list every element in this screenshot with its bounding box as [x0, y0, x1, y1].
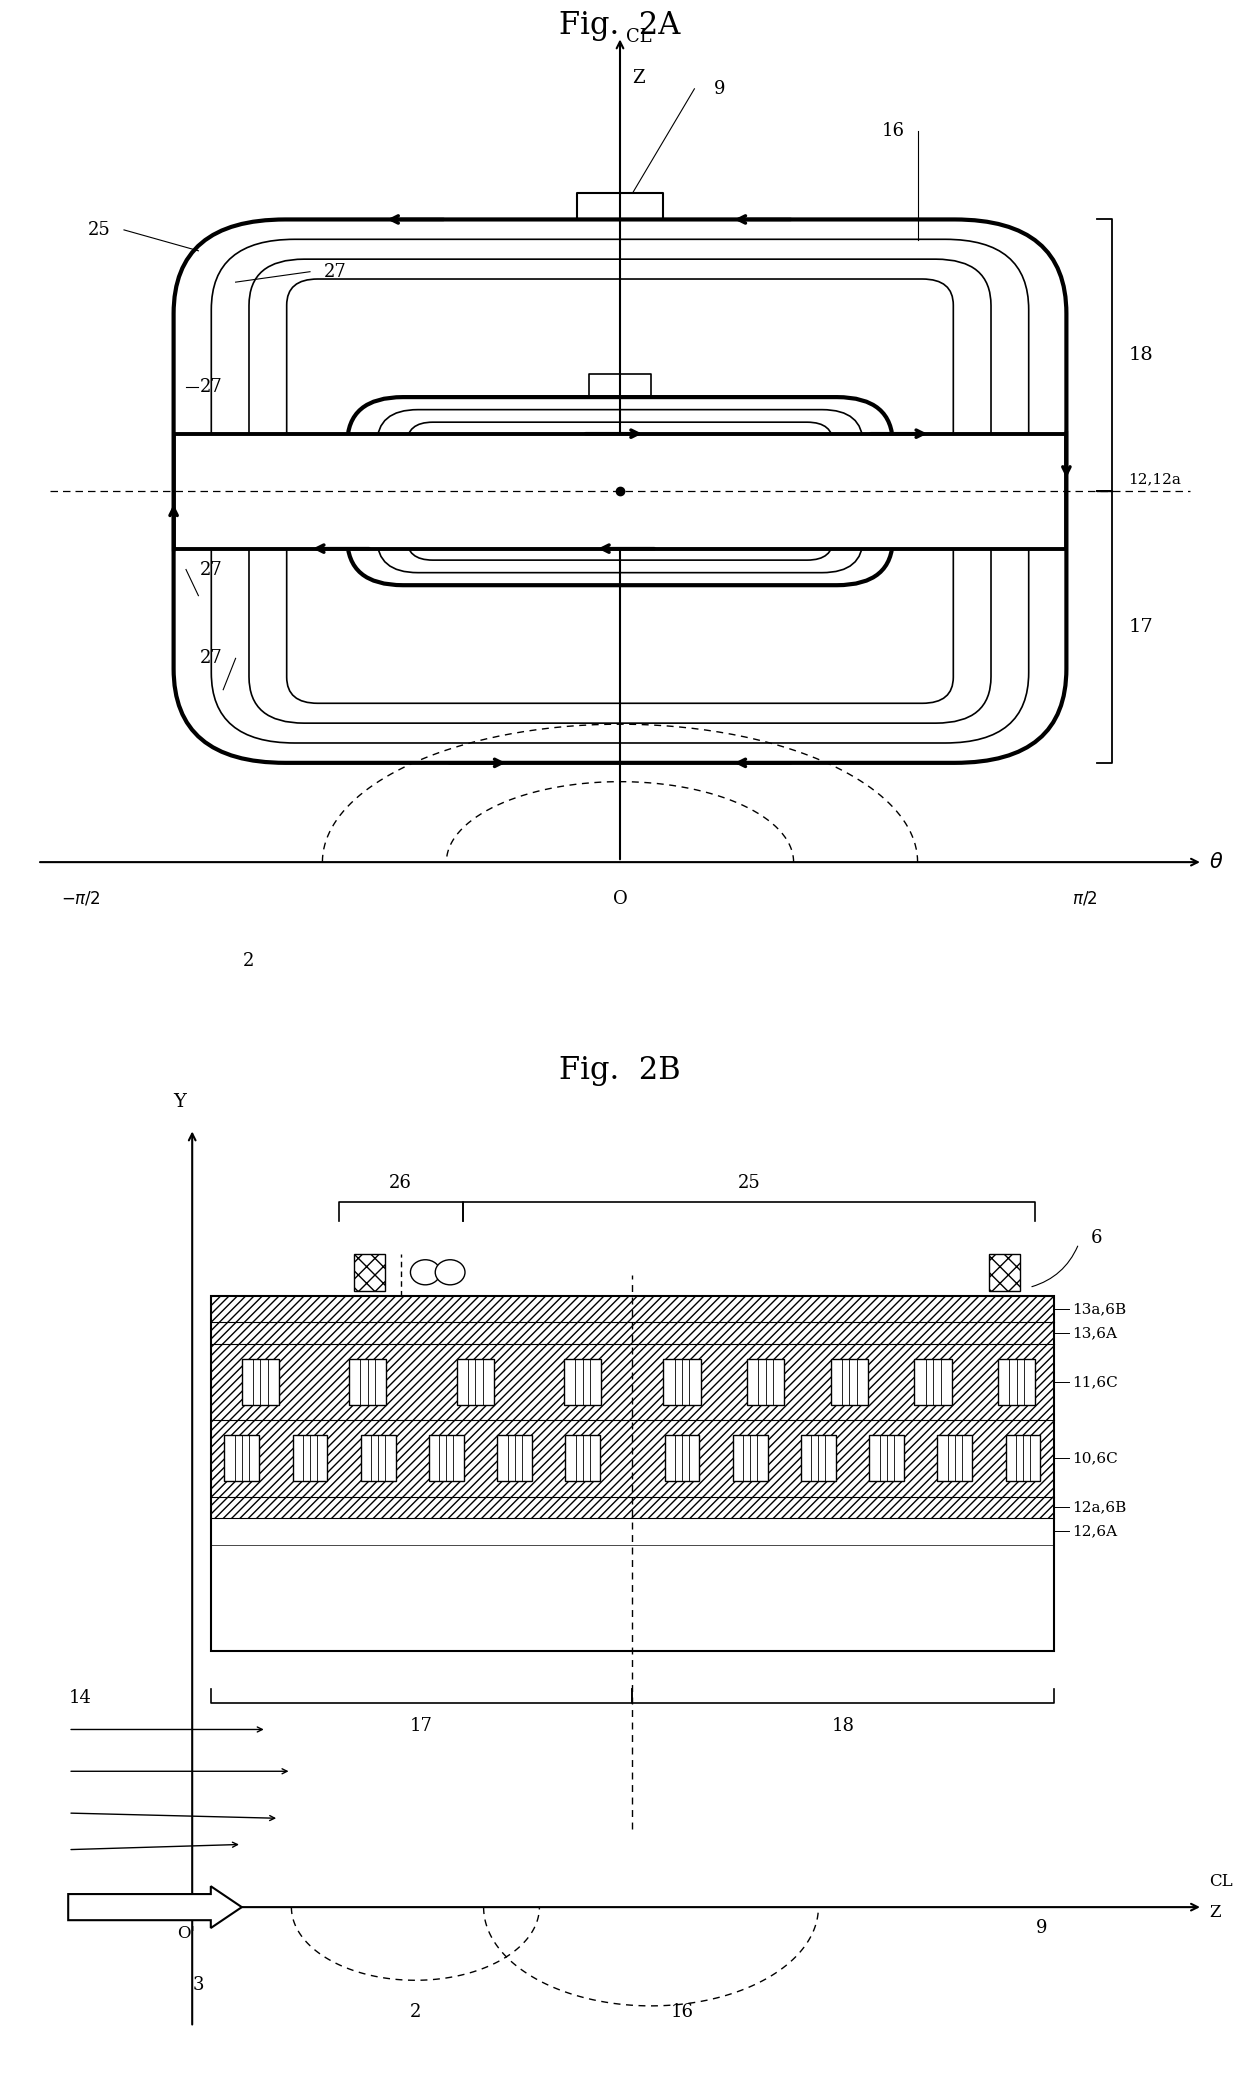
Text: 2: 2	[409, 2002, 422, 2021]
Text: 9: 9	[713, 79, 725, 98]
Text: Y: Y	[174, 1093, 186, 1112]
Bar	[565, 1436, 600, 1482]
Text: Fig.  2B: Fig. 2B	[559, 1055, 681, 1087]
Text: Fig.  2A: Fig. 2A	[559, 10, 681, 42]
Text: 9: 9	[1035, 1919, 1048, 1937]
Bar	[211, 1496, 1054, 1517]
Text: 13,6A: 13,6A	[1073, 1327, 1117, 1340]
Text: 27: 27	[200, 378, 222, 395]
Bar	[665, 1436, 699, 1482]
Text: 16: 16	[882, 121, 904, 140]
Text: CL: CL	[1209, 1873, 1233, 1889]
Text: O: O	[613, 890, 627, 907]
Bar	[990, 1254, 1019, 1290]
Bar	[564, 1358, 601, 1404]
Text: $\pi/2$: $\pi/2$	[1073, 890, 1097, 907]
Bar	[293, 1436, 327, 1482]
Text: Z: Z	[632, 69, 645, 88]
Bar	[801, 1436, 836, 1482]
Bar	[211, 1517, 1054, 1545]
Text: 6: 6	[1091, 1229, 1102, 1248]
Bar	[914, 1358, 952, 1404]
Circle shape	[410, 1260, 440, 1285]
Text: 12,12a: 12,12a	[1128, 472, 1182, 485]
Text: $\theta$: $\theta$	[1209, 853, 1224, 872]
Bar	[831, 1358, 868, 1404]
FancyArrow shape	[68, 1885, 242, 1927]
Bar	[224, 1436, 259, 1482]
Bar	[429, 1436, 464, 1482]
Text: $-\pi/2$: $-\pi/2$	[61, 890, 100, 907]
Text: 3: 3	[192, 1977, 205, 1994]
Bar	[242, 1358, 279, 1404]
Text: 17: 17	[410, 1718, 433, 1735]
Text: 2: 2	[242, 953, 254, 970]
Text: O': O'	[177, 1925, 195, 1942]
Text: 27: 27	[200, 650, 222, 667]
Bar	[350, 1358, 387, 1404]
Bar	[998, 1358, 1035, 1404]
Bar	[355, 1254, 384, 1290]
Text: 10,6C: 10,6C	[1073, 1450, 1118, 1465]
Bar	[211, 1496, 1054, 1517]
Bar	[361, 1436, 396, 1482]
Text: CL: CL	[626, 27, 652, 46]
Text: 12,6A: 12,6A	[1073, 1524, 1117, 1538]
Text: Z: Z	[1209, 1904, 1220, 1921]
Text: 16: 16	[671, 2002, 693, 2021]
Bar	[211, 1421, 1054, 1496]
Bar	[937, 1436, 972, 1482]
Bar	[211, 1421, 1054, 1496]
Text: 27: 27	[324, 263, 346, 280]
Text: 17: 17	[1128, 619, 1153, 635]
Bar	[746, 1358, 785, 1404]
Bar	[211, 1323, 1054, 1344]
Bar	[174, 433, 1066, 548]
Bar	[211, 1344, 1054, 1421]
Bar	[211, 1323, 1054, 1344]
Bar	[1006, 1436, 1040, 1482]
Bar	[869, 1436, 904, 1482]
Text: 11,6C: 11,6C	[1073, 1375, 1118, 1390]
Text: 25: 25	[738, 1175, 760, 1191]
Text: 27: 27	[200, 560, 222, 579]
Circle shape	[435, 1260, 465, 1285]
Bar	[733, 1436, 768, 1482]
Text: 14: 14	[69, 1689, 92, 1708]
Text: 12a,6B: 12a,6B	[1073, 1501, 1127, 1513]
Text: 26: 26	[389, 1175, 412, 1191]
Text: 18: 18	[832, 1718, 854, 1735]
Bar	[211, 1296, 1054, 1323]
Bar	[211, 1296, 1054, 1651]
Text: 13a,6B: 13a,6B	[1073, 1302, 1127, 1317]
Text: 26: 26	[212, 466, 234, 485]
Text: 18: 18	[1128, 347, 1153, 364]
Bar	[211, 1344, 1054, 1421]
Bar	[456, 1358, 494, 1404]
Bar	[663, 1358, 701, 1404]
Bar	[211, 1517, 1054, 1545]
Bar	[211, 1296, 1054, 1323]
Text: 25: 25	[88, 222, 110, 238]
Bar	[497, 1436, 532, 1482]
